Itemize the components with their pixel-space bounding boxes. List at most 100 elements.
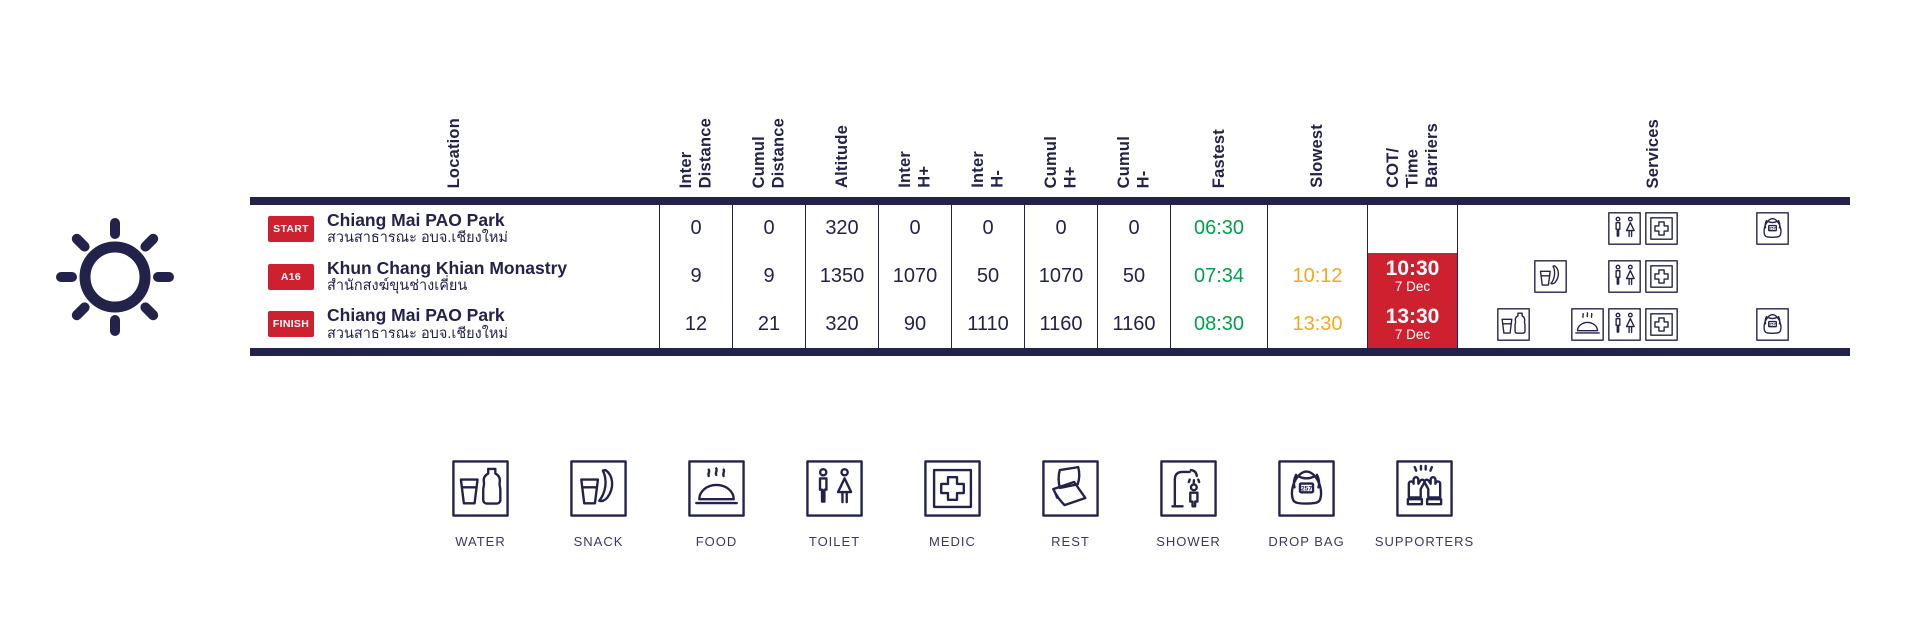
inter-hplus-cell: 0 bbox=[879, 205, 952, 253]
inter-distance-cell: 9 bbox=[660, 252, 733, 301]
legend-item: DROP BAG bbox=[1268, 460, 1344, 549]
legend-label: DROP BAG bbox=[1268, 534, 1345, 549]
table-body: START Chiang Mai PAO Park สวนสาธารณะ อบจ… bbox=[250, 205, 1850, 349]
cumul-distance-cell: 0 bbox=[733, 205, 806, 253]
snack-icon bbox=[570, 460, 627, 517]
table-row: START Chiang Mai PAO Park สวนสาธารณะ อบจ… bbox=[250, 205, 1850, 253]
toilet-icon bbox=[1608, 308, 1641, 341]
altitude-cell: 320 bbox=[806, 300, 879, 349]
snack-icon bbox=[1534, 260, 1567, 293]
table-row: FINISH Chiang Mai PAO Park สวนสาธารณะ อบ… bbox=[250, 300, 1850, 349]
col-header-inter-distance: Inter Distance bbox=[677, 117, 715, 188]
slowest-cell: 13:30 bbox=[1268, 300, 1368, 349]
fastest-cell: 06:30 bbox=[1171, 205, 1268, 253]
row-badge: A16 bbox=[268, 263, 314, 290]
location-name-thai: สวนสาธารณะ อบจ.เชียงใหม่ bbox=[327, 325, 508, 342]
legend-label: WATER bbox=[455, 534, 506, 549]
col-header-services: Services bbox=[1644, 118, 1663, 189]
slowest-cell: 10:12 bbox=[1268, 252, 1368, 301]
location-cell: START Chiang Mai PAO Park สวนสาธารณะ อบจ… bbox=[250, 205, 660, 253]
dropbag-icon bbox=[1756, 212, 1789, 245]
cot-cell bbox=[1368, 205, 1458, 253]
legend-item: TOILET bbox=[806, 460, 863, 549]
food-icon bbox=[688, 460, 745, 517]
medic-icon bbox=[1645, 212, 1678, 245]
cumul-distance-cell: 9 bbox=[733, 252, 806, 301]
legend-label: SHOWER bbox=[1156, 534, 1221, 549]
cumul-hminus-cell: 1160 bbox=[1098, 300, 1171, 349]
legend-item: WATER bbox=[452, 460, 509, 549]
inter-hplus-cell: 1070 bbox=[879, 252, 952, 301]
table-row: A16 Khun Chang Khian Monastry สำนักสงฆ์ข… bbox=[250, 252, 1850, 301]
legend-item: SHOWER bbox=[1156, 460, 1220, 549]
col-header-slowest: Slowest bbox=[1308, 124, 1327, 188]
legend-item: FOOD bbox=[688, 460, 745, 549]
toilet-icon bbox=[1608, 260, 1641, 293]
dropbag-icon bbox=[1278, 460, 1335, 517]
cumul-hminus-cell: 0 bbox=[1098, 205, 1171, 253]
cumul-hplus-cell: 0 bbox=[1025, 205, 1098, 253]
supporters-icon bbox=[1396, 460, 1453, 517]
services-cell bbox=[1458, 205, 1850, 253]
col-header-cot: COT/ Time Barriers bbox=[1383, 123, 1441, 188]
legend-label: MEDIC bbox=[929, 534, 976, 549]
cot-date: 7 Dec bbox=[1394, 327, 1431, 343]
legend-item: MEDIC bbox=[924, 460, 981, 549]
col-header-fastest: Fastest bbox=[1209, 128, 1228, 188]
location-name-thai: สำนักสงฆ์ขุนช่างเคี่ยน bbox=[327, 277, 468, 294]
cot-cell: 13:30 7 Dec bbox=[1368, 300, 1458, 349]
water-icon bbox=[452, 460, 509, 517]
food-icon bbox=[1571, 308, 1604, 341]
cot-date: 7 Dec bbox=[1394, 279, 1431, 295]
cumul-distance-cell: 21 bbox=[733, 300, 806, 349]
inter-distance-cell: 12 bbox=[660, 300, 733, 349]
rest-icon bbox=[1042, 460, 1099, 517]
col-header-location: Location bbox=[445, 117, 464, 188]
cot-time: 13:30 bbox=[1385, 305, 1440, 329]
legend-label: REST bbox=[1051, 534, 1090, 549]
col-header-inter-hminus: Inter H- bbox=[969, 151, 1007, 188]
table-bottom-rule bbox=[250, 348, 1850, 356]
medic-icon bbox=[1645, 260, 1678, 293]
legend-item: REST bbox=[1042, 460, 1099, 549]
cot-cell: 10:30 7 Dec bbox=[1368, 252, 1458, 301]
aid-station-table: Location Inter Distance Cumul Distance A… bbox=[250, 70, 1850, 356]
altitude-cell: 1350 bbox=[806, 252, 879, 301]
location-name: Chiang Mai PAO Park bbox=[327, 210, 505, 231]
altitude-cell: 320 bbox=[806, 205, 879, 253]
inter-hminus-cell: 50 bbox=[952, 252, 1025, 301]
cot-time: 10:30 bbox=[1385, 257, 1440, 281]
legend-item: SUPPORTERS bbox=[1375, 460, 1473, 549]
toilet-icon bbox=[806, 460, 863, 517]
location-name-thai: สวนสาธารณะ อบจ.เชียงใหม่ bbox=[327, 230, 508, 247]
cumul-hplus-cell: 1070 bbox=[1025, 252, 1098, 301]
inter-distance-cell: 0 bbox=[660, 205, 733, 253]
location-text: Khun Chang Khian Monastry สำนักสงฆ์ขุนช่… bbox=[327, 258, 567, 296]
dropbag-icon bbox=[1756, 308, 1789, 341]
inter-hminus-cell: 0 bbox=[952, 205, 1025, 253]
legend-label: FOOD bbox=[695, 534, 738, 549]
location-name: Khun Chang Khian Monastry bbox=[327, 257, 568, 278]
legend: WATER SNACK FOOD TOILET MEDIC REST SHOWE… bbox=[452, 460, 1473, 549]
col-header-cumul-hminus: Cumul H- bbox=[1115, 135, 1153, 188]
location-text: Chiang Mai PAO Park สวนสาธารณะ อบจ.เชียง… bbox=[327, 210, 508, 248]
location-cell: A16 Khun Chang Khian Monastry สำนักสงฆ์ข… bbox=[250, 252, 660, 301]
col-header-cumul-distance: Cumul Distance bbox=[750, 117, 788, 188]
table-top-rule bbox=[250, 197, 1850, 205]
cumul-hplus-cell: 1160 bbox=[1025, 300, 1098, 349]
slowest-cell bbox=[1268, 205, 1368, 253]
legend-label: TOILET bbox=[808, 534, 861, 549]
shower-icon bbox=[1160, 460, 1217, 517]
medic-icon bbox=[924, 460, 981, 517]
services-cell bbox=[1458, 300, 1850, 348]
services-cell bbox=[1458, 253, 1850, 301]
water-icon bbox=[1497, 308, 1530, 341]
row-badge: FINISH bbox=[268, 311, 314, 338]
fastest-cell: 07:34 bbox=[1171, 252, 1268, 301]
row-badge: START bbox=[268, 215, 314, 242]
inter-hminus-cell: 1110 bbox=[952, 300, 1025, 349]
legend-label: SNACK bbox=[573, 534, 624, 549]
col-header-altitude: Altitude bbox=[832, 124, 851, 188]
location-text: Chiang Mai PAO Park สวนสาธารณะ อบจ.เชียง… bbox=[327, 305, 508, 343]
legend-label: SUPPORTERS bbox=[1374, 534, 1475, 549]
